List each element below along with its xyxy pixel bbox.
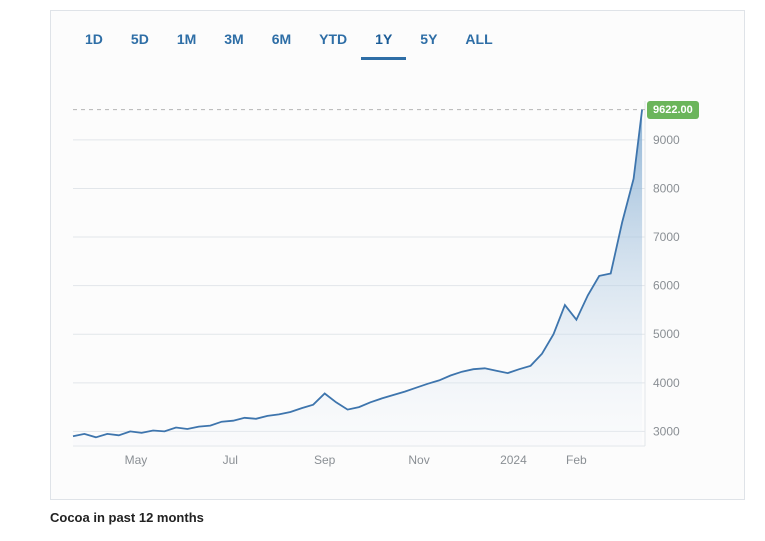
plot-area: 3000 4000 5000 6000 7000 8000 9000 May Jul Sep Nov… — [71, 81, 691, 476]
current-value-badge: 9622.00 — [647, 101, 699, 119]
svg-text:4000: 4000 — [653, 376, 680, 390]
svg-text:9000: 9000 — [653, 133, 680, 147]
svg-text:Sep: Sep — [314, 453, 336, 467]
range-tab-3m[interactable]: 3M — [210, 25, 257, 60]
range-tab-1d[interactable]: 1D — [71, 25, 117, 60]
chart-caption: Cocoa in past 12 months — [50, 510, 204, 525]
chart-container: 1D5D1M3M6MYTD1Y5YALL 3000 4000 5000 6000 700… — [50, 10, 745, 500]
svg-text:2024: 2024 — [500, 453, 527, 467]
range-tab-1m[interactable]: 1M — [163, 25, 210, 60]
svg-text:May: May — [125, 453, 148, 467]
range-tab-1y[interactable]: 1Y — [361, 25, 406, 60]
svg-text:Jul: Jul — [223, 453, 238, 467]
current-value-text: 9622.00 — [653, 104, 693, 116]
svg-text:5000: 5000 — [653, 327, 680, 341]
range-tab-5d[interactable]: 5D — [117, 25, 163, 60]
svg-text:3000: 3000 — [653, 424, 680, 438]
range-tab-all[interactable]: ALL — [451, 25, 506, 60]
svg-text:Nov: Nov — [408, 453, 429, 467]
svg-text:7000: 7000 — [653, 230, 680, 244]
range-tab-ytd[interactable]: YTD — [305, 25, 361, 60]
svg-text:6000: 6000 — [653, 279, 680, 293]
range-selector: 1D5D1M3M6MYTD1Y5YALL — [51, 11, 744, 60]
range-tab-6m[interactable]: 6M — [258, 25, 305, 60]
svg-text:8000: 8000 — [653, 181, 680, 195]
svg-text:Feb: Feb — [566, 453, 587, 467]
range-tab-5y[interactable]: 5Y — [406, 25, 451, 60]
price-chart: 3000 4000 5000 6000 7000 8000 9000 May Jul Sep Nov… — [71, 81, 691, 476]
